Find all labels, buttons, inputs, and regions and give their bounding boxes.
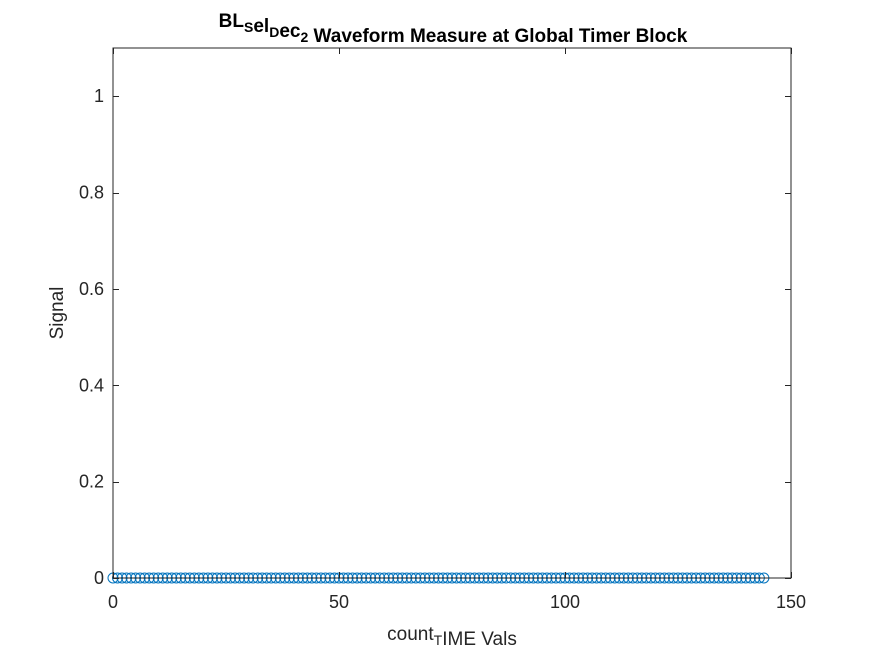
y-tick-label: 0.4 [79, 375, 104, 395]
y-tick-label: 0 [94, 568, 104, 588]
y-tick-label: 1 [94, 86, 104, 106]
axes-box [112, 47, 792, 579]
chart-title: BLSelDec2 Waveform Measure at Global Tim… [219, 11, 688, 47]
x-tick-label: 150 [776, 592, 806, 612]
y-tick-label: 0.2 [79, 472, 104, 492]
x-tick-label: 50 [329, 592, 349, 612]
axes: 0 50 100 150 0 0.2 0.4 0.6 0.8 1 [79, 47, 806, 612]
x-tick-label: 100 [550, 592, 580, 612]
y-tick-label: 0.6 [79, 279, 104, 299]
y-tick-label: 0.8 [79, 183, 104, 203]
x-axis-title: countTIME Vals [387, 624, 517, 650]
y-axis-title: Signal [47, 287, 68, 340]
x-tick-label: 0 [108, 592, 118, 612]
